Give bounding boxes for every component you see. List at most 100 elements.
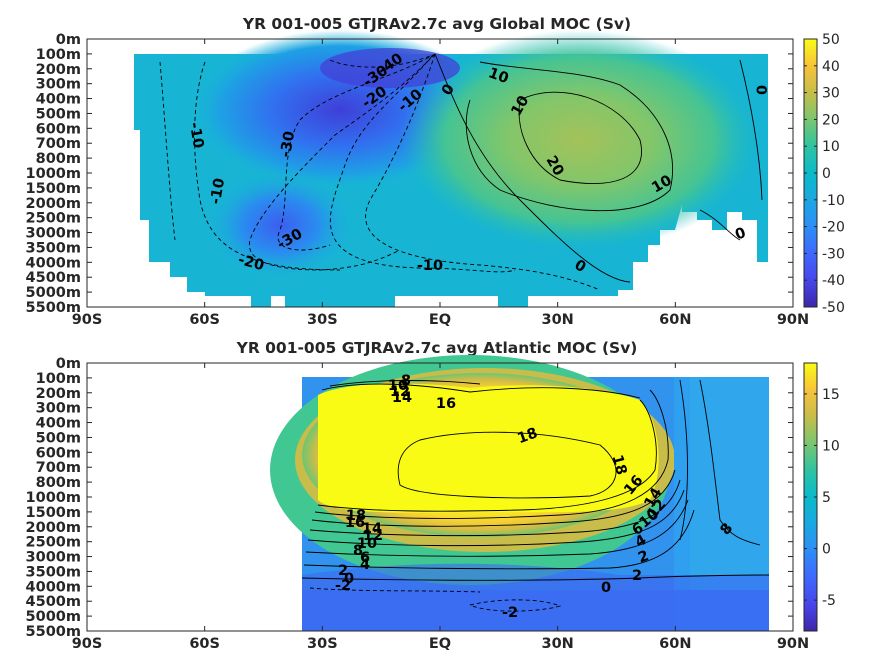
global-contour-label: 0 <box>755 85 771 95</box>
colorbar-tick-label: 10 <box>822 438 840 454</box>
atlantic-contour-label: 18 <box>515 425 539 447</box>
atlantic-contour-label: 10 <box>388 378 408 394</box>
atlantic-contour-label: 18 <box>609 453 630 477</box>
y-tick-label: 0m <box>56 356 81 372</box>
y-tick-label: 4500m <box>26 270 81 286</box>
y-tick-label: 2500m <box>26 535 81 551</box>
colorbar-tick-label: 0 <box>822 542 831 558</box>
y-tick-label: 400m <box>36 416 81 432</box>
y-tick-label: 3000m <box>26 550 81 566</box>
y-tick-label: 5500m <box>26 300 81 316</box>
x-tick-label: EQ <box>429 636 451 652</box>
x-tick-label: 90N <box>777 636 809 652</box>
colorbar-tick-label: -20 <box>822 220 845 236</box>
y-tick-label: 5000m <box>26 609 81 625</box>
atlantic-colorbar-ticks: 15 10 5 0 -5 <box>804 387 840 609</box>
y-tick-label: 0m <box>56 32 81 48</box>
y-tick-label: 4000m <box>26 255 81 271</box>
atlantic-contour-label: 16 <box>345 515 365 531</box>
atlantic-contour-label: 0 <box>344 571 354 587</box>
global-contour-label: -10 <box>417 258 443 274</box>
x-tick-label: EQ <box>429 312 451 328</box>
atlantic-moc-title: YR 001-005 GTJRAv2.7c avg Atlantic MOC (… <box>236 339 638 357</box>
y-tick-label: 500m <box>36 106 81 122</box>
y-tick-label: 2000m <box>26 196 81 212</box>
y-tick-label: 5500m <box>26 624 81 640</box>
x-tick-label: 60N <box>659 312 691 328</box>
y-tick-label: 300m <box>36 77 81 93</box>
y-tick-label: 1500m <box>26 505 81 521</box>
atlantic-contour-label: 4 <box>360 557 370 573</box>
global-moc-panel: YR 001-005 GTJRAv2.7c avg Global MOC (Sv… <box>26 15 845 328</box>
y-tick-label: 5000m <box>26 285 81 301</box>
atlantic-x-axis: 90S 60S 30S EQ 30N 60N 90N <box>72 363 809 652</box>
atlantic-contour-label: 12 <box>390 384 410 400</box>
global-contour-label: -30 <box>278 130 298 159</box>
x-tick-label: 30S <box>307 312 338 328</box>
colorbar-tick-label: 5 <box>822 490 831 506</box>
y-tick-label: 300m <box>36 401 81 417</box>
atlantic-contour-label: 2 <box>632 568 642 584</box>
global-colorbar: 50 40 30 20 10 0 -10 -20 -30 -40 -50 <box>803 32 845 316</box>
global-contour-label: -20 <box>236 252 265 274</box>
y-tick-label: 4500m <box>26 594 81 610</box>
colorbar-tick-label: -5 <box>822 593 836 609</box>
colorbar-tick-label: -30 <box>822 246 845 262</box>
x-tick-label: 90S <box>72 636 103 652</box>
atlantic-y-axis: 0m100m200m300m400m500m600m700m800m1000m1… <box>26 356 793 640</box>
atlantic-moc-panel: YR 001-005 GTJRAv2.7c avg Atlantic MOC (… <box>26 339 840 652</box>
y-tick-label: 200m <box>36 62 81 78</box>
global-contours <box>159 53 763 291</box>
atlantic-contour-label: 14 <box>392 390 412 406</box>
colorbar-tick-label: 40 <box>822 59 840 75</box>
global-moc-field <box>134 30 768 307</box>
atlantic-contour-label: -2 <box>502 605 518 621</box>
atlantic-contour-label: -2 <box>335 578 351 594</box>
global-moc-title: YR 001-005 GTJRAv2.7c avg Global MOC (Sv… <box>242 15 631 33</box>
atlantic-contour-label: 8 <box>401 373 411 389</box>
colorbar-tick-label: -10 <box>822 193 845 209</box>
colorbar-tick-label: 50 <box>822 32 840 48</box>
x-tick-label: 60S <box>189 312 220 328</box>
y-tick-label: 700m <box>36 460 81 476</box>
x-tick-label: 90N <box>777 312 809 328</box>
atlantic-contour-label: 10 <box>357 536 377 552</box>
y-tick-label: 3500m <box>26 240 81 256</box>
atlantic-contour-label: 0 <box>601 580 611 596</box>
x-tick-label: 30N <box>542 312 574 328</box>
global-y-axis: 0m100m200m300m400m500m600m700m800m1000m1… <box>26 32 793 316</box>
atlantic-contour-label: 18 <box>346 508 366 524</box>
y-tick-label: 3500m <box>26 564 81 580</box>
x-tick-label: 60N <box>659 636 691 652</box>
y-tick-label: 1000m <box>26 490 81 506</box>
x-tick-label: 30S <box>307 636 338 652</box>
atlantic-contour-label: 16 <box>436 396 456 412</box>
y-tick-label: 700m <box>36 136 81 152</box>
y-tick-label: 100m <box>36 371 81 387</box>
y-tick-label: 500m <box>36 430 81 446</box>
colorbar-tick-label: -40 <box>822 273 845 289</box>
colorbar-tick-label: -50 <box>822 300 845 316</box>
atlantic-contours <box>301 379 770 612</box>
colorbar-tick-label: 20 <box>822 112 840 128</box>
x-tick-label: 60S <box>189 636 220 652</box>
y-tick-label: 600m <box>36 121 81 137</box>
y-tick-label: 2500m <box>26 211 81 227</box>
y-tick-label: 3000m <box>26 226 81 242</box>
x-tick-label: 90S <box>72 312 103 328</box>
colorbar-tick-label: 0 <box>822 166 831 182</box>
atlantic-contour-label: 14 <box>362 521 382 537</box>
y-tick-label: 1500m <box>26 181 81 197</box>
y-tick-label: 600m <box>36 445 81 461</box>
atlantic-contour-label: 12 <box>363 528 383 544</box>
colorbar-tick-label: 10 <box>822 139 840 155</box>
colorbar-tick-label: 15 <box>822 387 840 403</box>
y-tick-label: 100m <box>36 47 81 63</box>
atlantic-contour-label: 8 <box>353 543 363 559</box>
atlantic-contour-label: 2 <box>338 563 348 579</box>
global-colorbar-ticks: 50 40 30 20 10 0 -10 -20 -30 -40 -50 <box>804 32 845 316</box>
y-tick-label: 4000m <box>26 579 81 595</box>
atlantic-contour-label: 6 <box>360 550 370 566</box>
colorbar-tick-label: 30 <box>822 86 840 102</box>
